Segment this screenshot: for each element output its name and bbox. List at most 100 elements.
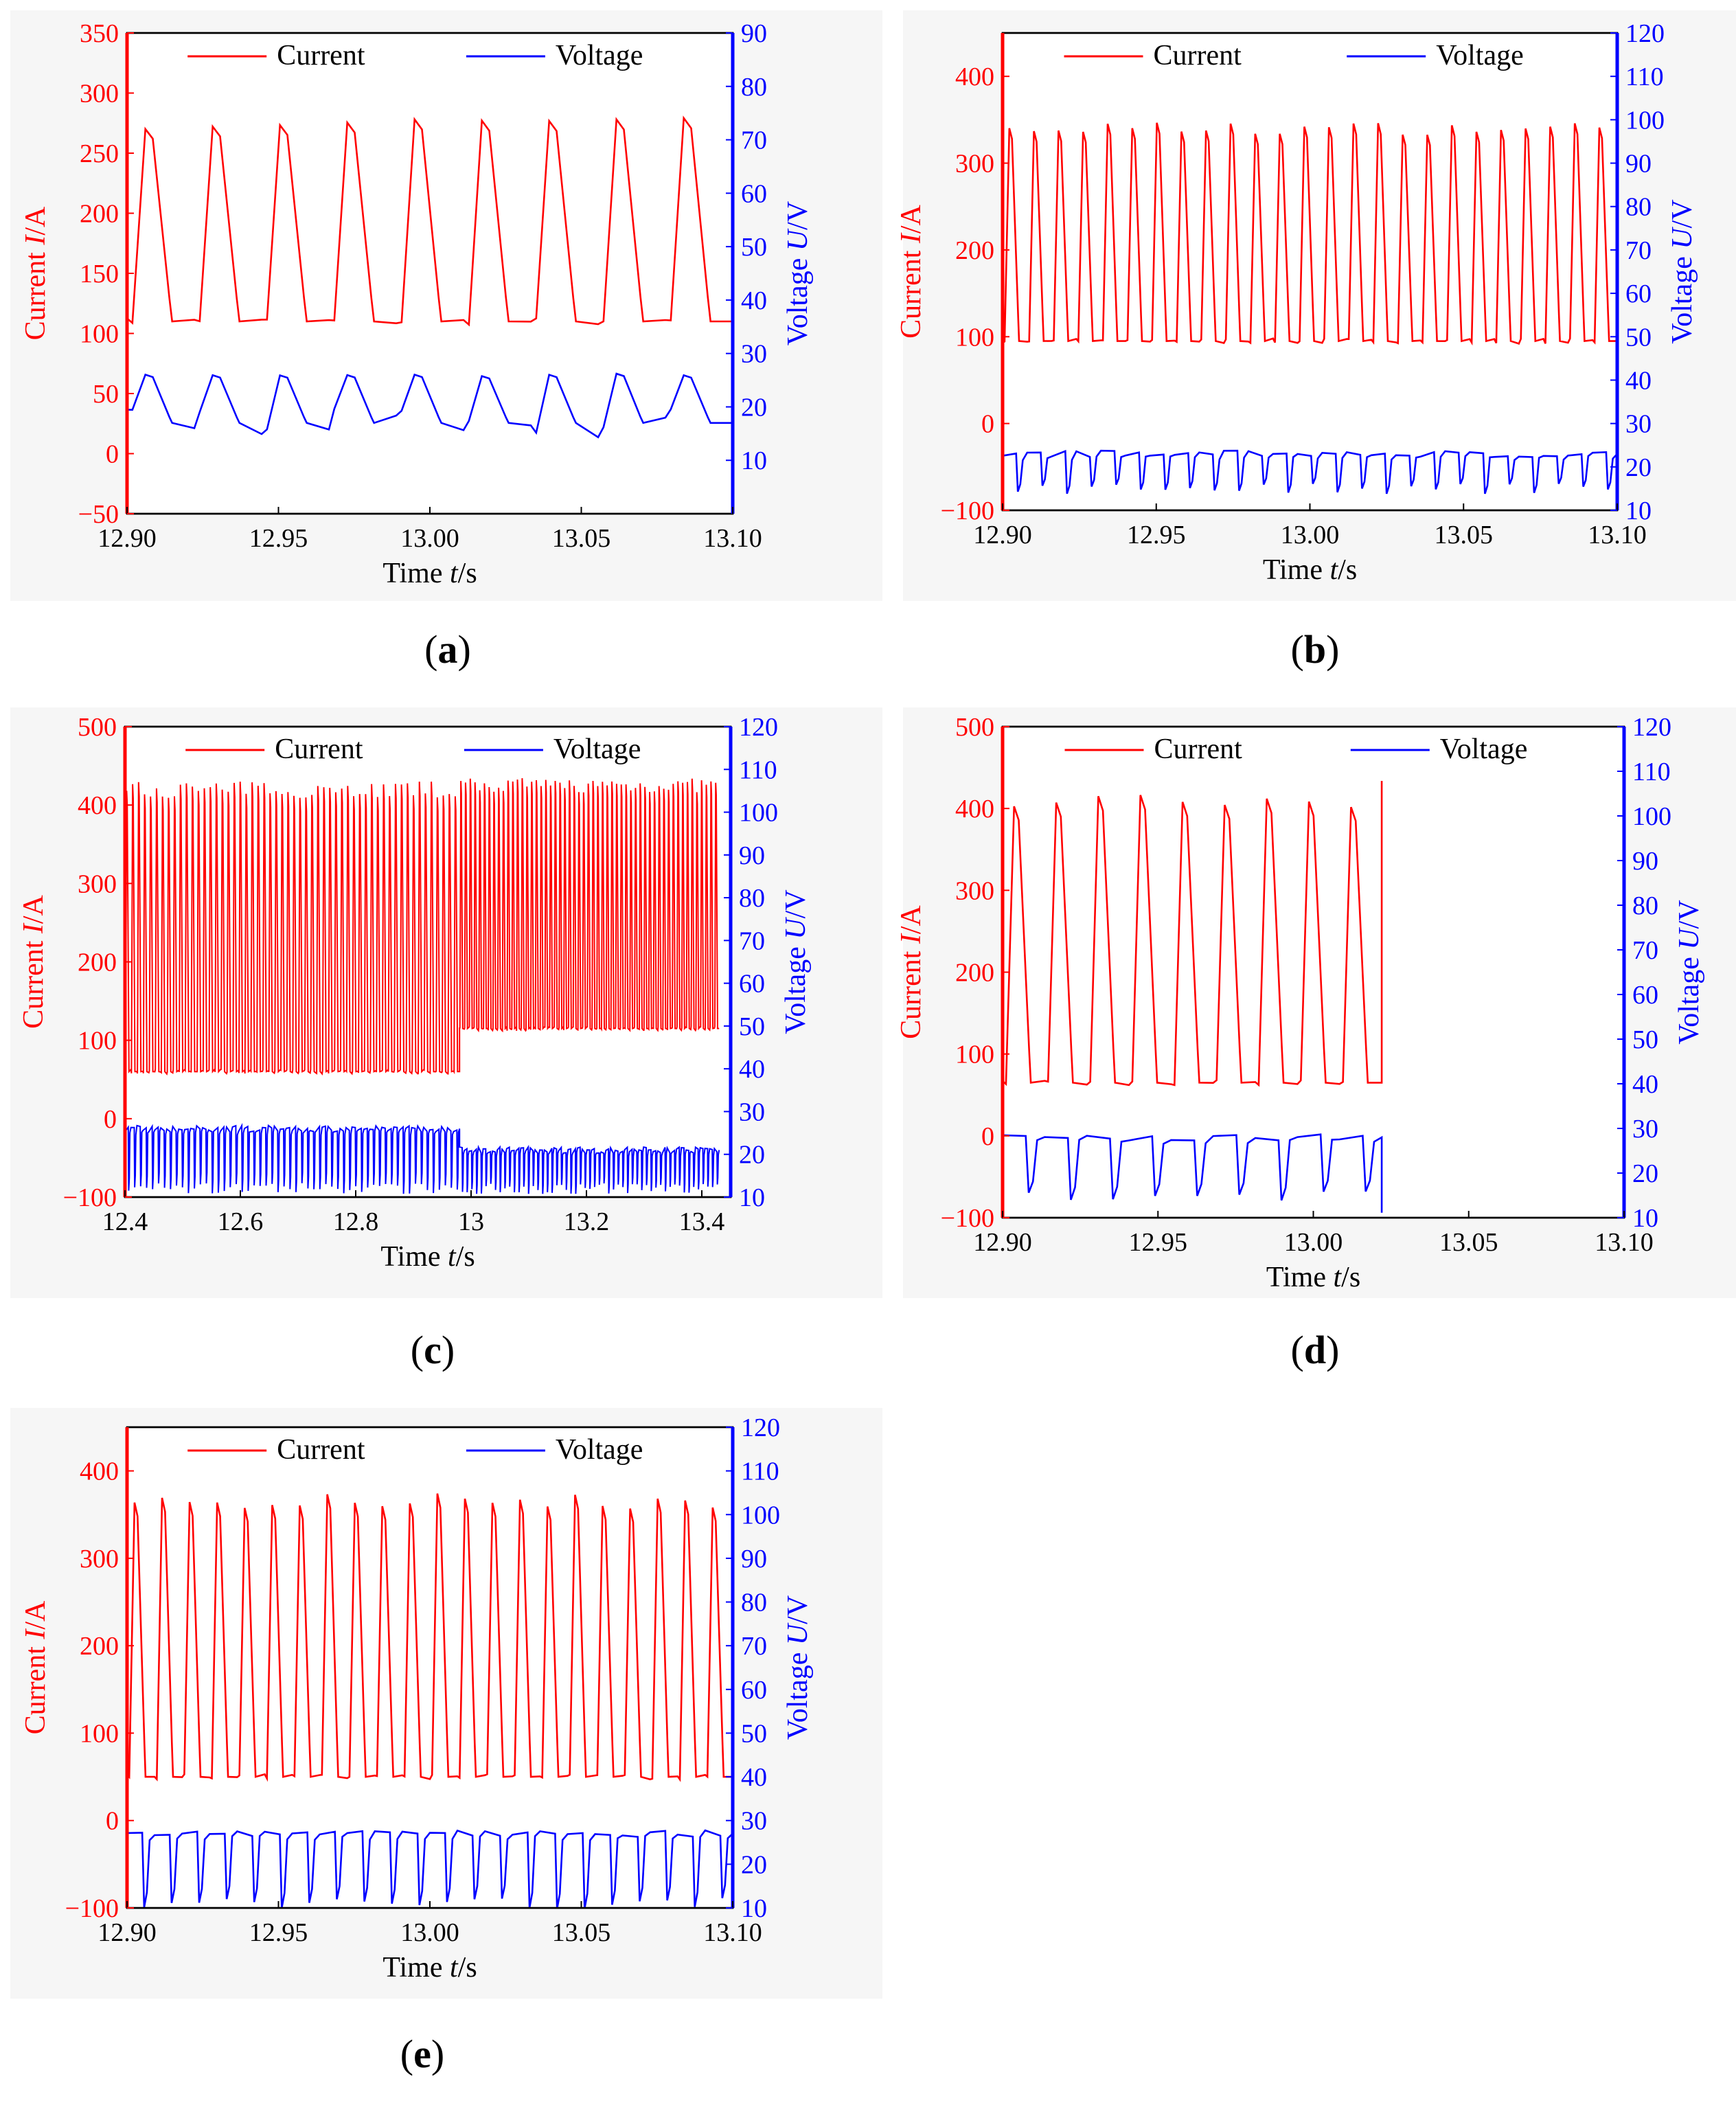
legend-current-label: Current (277, 1434, 365, 1466)
right-tick-label: 100 (739, 799, 778, 828)
panel-c: 12.4 12.6 12.8 13 13.2 13.4 −100 0 100 200 300 400 5… (10, 707, 882, 1372)
right-tick-label: 110 (739, 755, 777, 784)
left-tick-label: 400 (955, 795, 994, 823)
right-tick-label: 30 (1632, 1115, 1658, 1144)
left-tick-label: 0 (106, 440, 119, 469)
left-tick-label: −100 (941, 1204, 994, 1233)
left-tick-label: 500 (955, 713, 994, 742)
x-tick-label: 13.05 (1435, 521, 1494, 549)
x-axis-label: Time t/s (1266, 1262, 1360, 1293)
current-series-line (125, 778, 720, 1076)
right-tick-label: 120 (741, 1413, 780, 1442)
legend-voltage-label: Voltage (1440, 734, 1528, 765)
panel-label: (a) (424, 627, 471, 672)
x-tick-label: 13.4 (679, 1207, 725, 1236)
voltage-series-line (1003, 1133, 1383, 1213)
x-tick-label: 12.6 (218, 1207, 264, 1236)
right-tick-label: 40 (739, 1055, 765, 1084)
right-tick-label: 50 (1632, 1025, 1658, 1054)
x-tick-label: 13.00 (400, 524, 459, 553)
plot-area (1001, 32, 1619, 512)
voltage-series-line (125, 1123, 720, 1194)
x-tick-label: 13.10 (703, 1918, 762, 1947)
right-tick-label: 30 (741, 1807, 767, 1836)
plot-area (1001, 725, 1625, 1219)
voltage-series-line (127, 1829, 733, 1908)
left-tick-label: −100 (65, 1894, 119, 1923)
right-tick-label: 60 (1625, 280, 1652, 308)
right-tick-label: 70 (741, 1632, 767, 1661)
left-tick-label: 500 (78, 713, 117, 742)
right-tick-label: 20 (1625, 453, 1652, 482)
panel-b: 12.90 12.95 13.00 13.05 13.10 −100 0 100 200 300 4… (895, 10, 1736, 672)
current-series-line (1003, 122, 1617, 346)
right-tick-label: 70 (739, 927, 765, 955)
right-tick-label: 90 (1625, 150, 1652, 179)
right-tick-label: 110 (741, 1457, 779, 1486)
right-tick-label: 70 (741, 126, 767, 155)
panel-label: (e) (400, 2032, 444, 2076)
left-tick-label: 200 (80, 200, 119, 229)
right-tick-label: 10 (1632, 1204, 1658, 1233)
x-tick-label: 13.05 (552, 1918, 611, 1947)
left-tick-label: 0 (106, 1807, 119, 1836)
right-tick-label: 90 (1632, 847, 1658, 876)
right-tick-label: 40 (741, 286, 767, 315)
legend-voltage-label: Voltage (556, 40, 643, 71)
right-tick-label: 80 (739, 884, 765, 913)
right-tick-label: 60 (741, 1676, 767, 1705)
right-tick-label: 30 (741, 340, 767, 369)
right-tick-label: 40 (1632, 1070, 1658, 1099)
left-tick-label: 200 (78, 948, 117, 977)
left-axis-label: Current I/A (20, 206, 52, 340)
x-tick-label: 13 (458, 1207, 484, 1236)
right-tick-label: 60 (739, 970, 765, 999)
right-tick-label: 110 (1632, 758, 1671, 786)
right-tick-label: 80 (1632, 891, 1658, 920)
plot-area (126, 32, 734, 515)
voltage-series-line (127, 372, 733, 439)
legend-current-label: Current (1154, 40, 1242, 71)
x-tick-label: 12.95 (249, 524, 308, 553)
x-tick-label: 12.95 (1129, 1228, 1188, 1257)
x-axis-label: Time t/s (382, 1952, 477, 1983)
left-tick-label: 0 (981, 410, 994, 439)
current-series-line (127, 1493, 733, 1782)
right-tick-label: 50 (739, 1012, 765, 1041)
left-tick-label: 100 (955, 1041, 994, 1069)
right-axis-label: Voltage U/V (782, 201, 814, 345)
right-tick-label: 40 (1625, 366, 1652, 395)
right-tick-label: 120 (1625, 19, 1665, 48)
left-axis-label: Current I/A (895, 204, 927, 338)
left-tick-label: 50 (93, 380, 119, 409)
left-tick-label: 300 (80, 1545, 119, 1573)
legend-voltage-label: Voltage (1436, 40, 1524, 71)
panel-e: 12.90 12.95 13.00 13.05 13.10 −100 0 100 200 300 4… (10, 1408, 882, 2076)
right-axis-label: Voltage U/V (1674, 900, 1705, 1044)
left-tick-label: 100 (955, 323, 994, 352)
x-tick-label: 12.90 (973, 1228, 1032, 1257)
right-tick-label: 80 (741, 73, 767, 102)
x-tick-label: 13.00 (400, 1918, 459, 1947)
right-tick-label: 90 (739, 841, 765, 870)
x-tick-label: 12.4 (102, 1207, 148, 1236)
x-axis-label: Time t/s (382, 558, 477, 589)
x-axis-label: Time t/s (1263, 554, 1357, 586)
x-tick-label: 13.10 (1588, 521, 1647, 549)
legend-voltage-label: Voltage (556, 1434, 643, 1466)
right-tick-label: 70 (1632, 936, 1658, 965)
x-tick-label: 12.90 (973, 521, 1032, 549)
left-tick-label: 0 (981, 1122, 994, 1151)
panel-a: 12.90 12.95 13.00 13.05 13.10 −50 0 50 100 150 200… (10, 10, 882, 672)
left-tick-label: 350 (80, 19, 119, 48)
plot-area (126, 1426, 734, 1909)
left-tick-label: −50 (78, 500, 119, 529)
x-tick-label: 13.05 (1439, 1228, 1498, 1257)
x-tick-label: 13.05 (552, 524, 611, 553)
left-axis-label: Current I/A (18, 894, 49, 1028)
panel-d: 12.90 12.95 13.00 13.05 13.10 −100 0 100 200 300 4… (895, 707, 1736, 1372)
legend-current-label: Current (1154, 734, 1243, 765)
x-tick-label: 13.2 (564, 1207, 610, 1236)
right-tick-label: 120 (1632, 713, 1671, 742)
